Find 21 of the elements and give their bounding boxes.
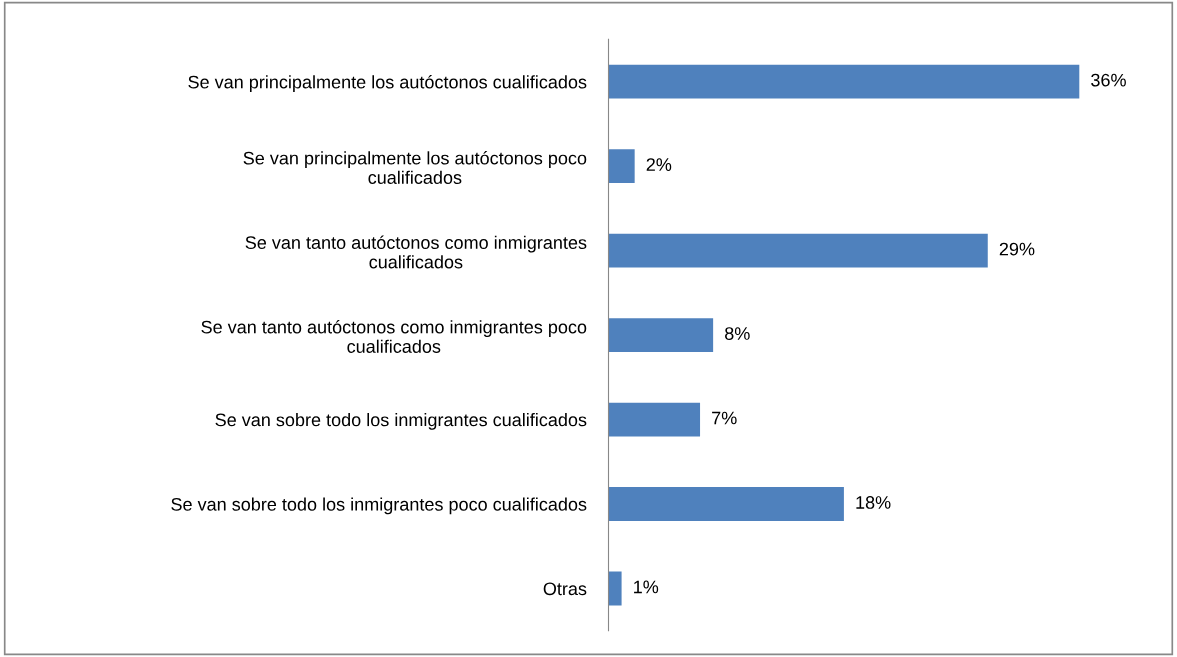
data-label: 36% bbox=[1091, 73, 1126, 87]
y-tick-label: Se van principalmente los autóctonos poco cualificados bbox=[243, 151, 587, 184]
bar bbox=[608, 318, 714, 352]
data-label: 2% bbox=[646, 158, 672, 171]
bar bbox=[608, 64, 1080, 99]
bar bbox=[608, 402, 701, 437]
data-label: 18% bbox=[856, 496, 891, 509]
y-tick-label: Se van tanto autóctonos como inmigrantes poco cualificados bbox=[201, 320, 587, 353]
y-tick-label: Se van tanto autóctonos como inmigrantes cualificados bbox=[245, 235, 587, 269]
y-tick-label: Se van sobre todo los inmigrantes cualificados bbox=[215, 413, 587, 430]
data-label: 29% bbox=[999, 242, 1035, 256]
bar bbox=[608, 233, 988, 268]
bar bbox=[608, 487, 844, 521]
data-label: 1% bbox=[634, 580, 659, 594]
y-tick-label: Otras bbox=[543, 582, 587, 596]
y-tick-label: Se van sobre todo los inmigrantes poco cualificados bbox=[171, 497, 587, 515]
y-tick-label: Se van principalmente los autóctonos cualificados bbox=[188, 75, 587, 93]
data-label: 7% bbox=[712, 411, 737, 425]
bar bbox=[608, 571, 622, 606]
bar bbox=[608, 149, 635, 184]
data-label: 8% bbox=[725, 327, 750, 340]
